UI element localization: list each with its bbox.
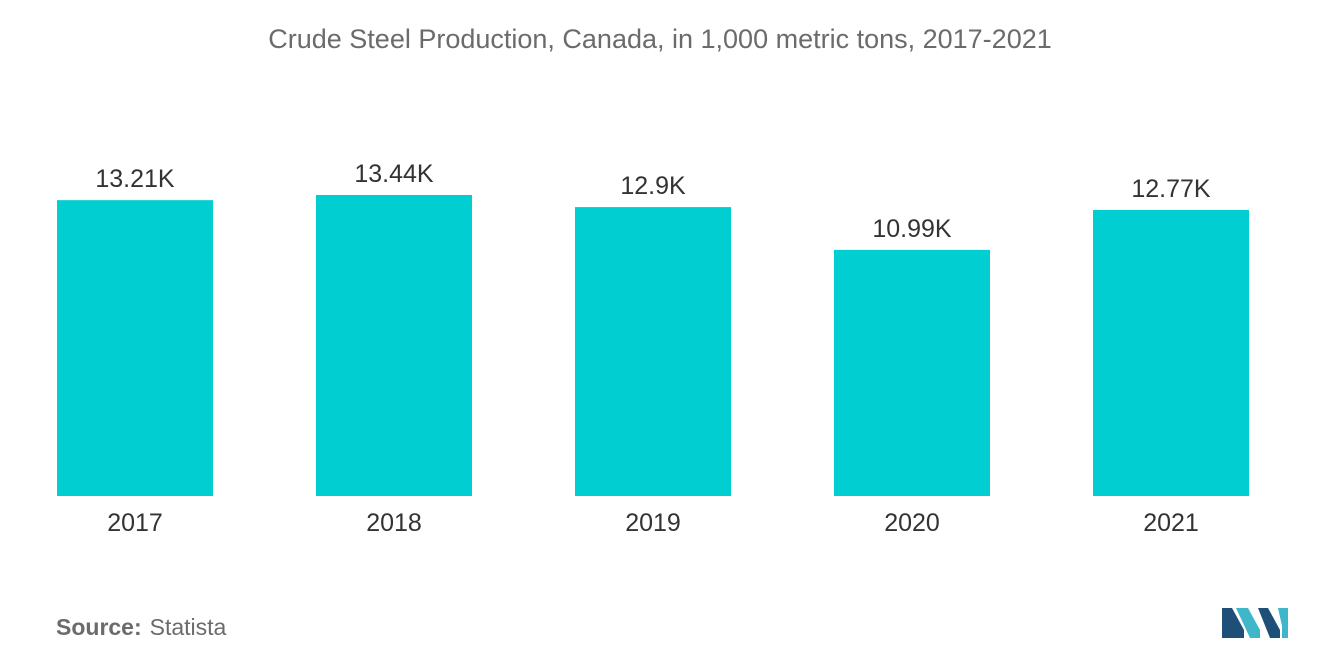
bar-2021: [1093, 210, 1249, 497]
bar-2020: [834, 249, 990, 496]
bar-2019: [575, 207, 731, 496]
x-tick-label-2020: 2020: [884, 509, 940, 537]
x-tick-label-2017: 2017: [107, 509, 163, 537]
source-value: Statista: [149, 614, 227, 640]
chart-title: Crude Steel Production, Canada, in 1,000…: [268, 24, 1052, 54]
x-tick-label-2019: 2019: [625, 509, 681, 537]
source-label: Source:: [56, 614, 142, 640]
data-label-2021: 12.77K: [1131, 175, 1211, 203]
bar-2017: [57, 200, 213, 496]
data-label-2017: 13.21K: [95, 165, 175, 193]
data-label-2018: 13.44K: [354, 160, 434, 188]
x-tick-label-2018: 2018: [366, 509, 422, 537]
data-label-2019: 12.9K: [620, 172, 686, 200]
mordor-intelligence-logo-icon: [1222, 608, 1288, 638]
x-tick-label-2021: 2021: [1143, 509, 1199, 537]
bar-2018: [316, 195, 472, 496]
data-label-2020: 10.99K: [872, 215, 952, 243]
source-note: Source: Statista: [56, 614, 226, 641]
